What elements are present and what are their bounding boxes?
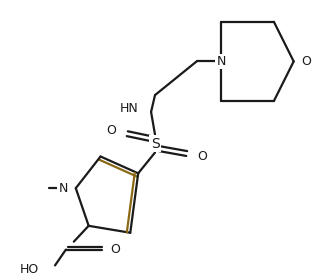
- Text: O: O: [301, 55, 312, 68]
- Text: HN: HN: [119, 102, 138, 116]
- Text: S: S: [151, 137, 159, 151]
- Text: N: N: [217, 55, 226, 68]
- Text: N: N: [58, 182, 68, 195]
- Text: O: O: [111, 243, 120, 256]
- Text: O: O: [198, 150, 208, 163]
- Text: HO: HO: [20, 263, 39, 276]
- Text: O: O: [106, 124, 116, 137]
